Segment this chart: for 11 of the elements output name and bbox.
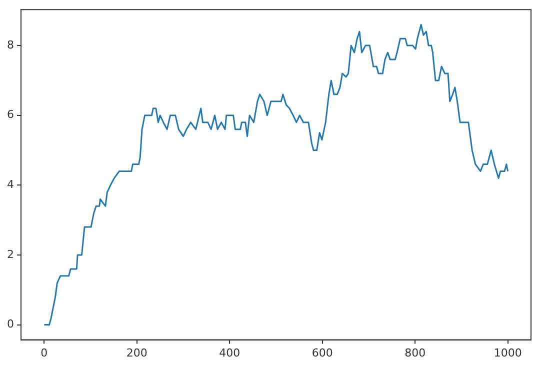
y-tick-label: 2 [7,248,14,261]
x-tick-label: 800 [404,346,426,360]
y-tick-label: 0 [7,318,14,331]
x-tick-label: 1000 [494,346,522,360]
x-tick-label: 0 [40,346,48,360]
x-tick-label: 400 [219,346,240,360]
y-tick-label: 8 [7,38,14,52]
y-tick-label: 6 [7,108,14,122]
x-tick-label: 200 [126,346,148,360]
x-tick-label: 600 [312,346,333,360]
y-tick-label: 4 [7,178,14,192]
